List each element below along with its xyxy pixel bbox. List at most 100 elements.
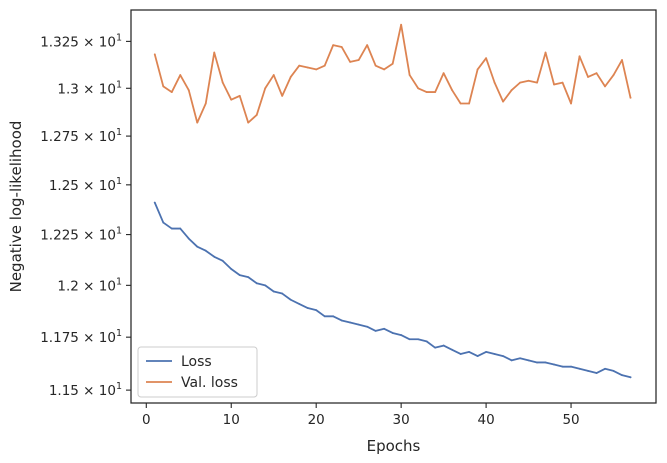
- data-point: [434, 346, 437, 349]
- data-point: [604, 85, 606, 88]
- y-tick-label: 1.275 × 101: [40, 127, 122, 145]
- data-point: [604, 367, 606, 370]
- data-point: [485, 57, 487, 60]
- data-point: [247, 276, 250, 279]
- x-tick-label: 20: [308, 412, 325, 428]
- x-tick-label: 40: [478, 412, 495, 428]
- x-tick-label: 0: [142, 412, 151, 428]
- data-point: [451, 348, 454, 351]
- data-point: [323, 315, 326, 318]
- data-point: [332, 44, 335, 47]
- legend: Loss Val. loss: [137, 346, 258, 398]
- data-point: [315, 68, 318, 71]
- data-point: [621, 374, 623, 377]
- data-point: [162, 85, 165, 88]
- data-point: [170, 91, 173, 93]
- data-point: [383, 68, 386, 71]
- data-point: [179, 227, 182, 230]
- data-point: [519, 357, 521, 360]
- data-point: [357, 323, 360, 326]
- data-point: [476, 68, 479, 71]
- data-point: [536, 81, 538, 84]
- data-point: [578, 367, 581, 370]
- data-point: [468, 102, 471, 105]
- data-point: [264, 284, 267, 287]
- data-point: [374, 330, 377, 332]
- data-point: [179, 74, 182, 76]
- data-point: [629, 376, 632, 379]
- data-point: [493, 353, 496, 355]
- data-point: [230, 98, 233, 101]
- data-point: [221, 259, 224, 262]
- data-point: [374, 64, 377, 67]
- data-point: [417, 338, 420, 341]
- data-point: [621, 59, 623, 61]
- data-point: [587, 370, 589, 372]
- data-point: [408, 338, 411, 341]
- data-point: [570, 365, 572, 368]
- data-point: [289, 76, 292, 78]
- data-point: [187, 237, 190, 240]
- data-point: [340, 319, 343, 322]
- data-point: [187, 89, 190, 92]
- data-point: [468, 350, 471, 353]
- data-point: [349, 61, 352, 63]
- data-point: [425, 91, 428, 93]
- data-point: [485, 350, 487, 353]
- data-point: [502, 355, 504, 357]
- data-point: [153, 201, 156, 204]
- data-point: [323, 64, 326, 67]
- data-point: [578, 55, 581, 58]
- data-point: [553, 83, 555, 86]
- data-point: [502, 100, 504, 103]
- legend-label: Loss: [181, 354, 212, 370]
- data-point: [238, 94, 241, 97]
- y-tick-label: 1.25 × 101: [49, 176, 122, 194]
- data-point: [595, 372, 598, 374]
- y-tick-label: 1.15 × 101: [49, 381, 122, 399]
- data-point: [340, 46, 343, 48]
- y-tick-label: 1.2 × 101: [57, 276, 122, 294]
- data-point: [298, 302, 301, 305]
- data-point: [383, 327, 386, 330]
- data-point: [281, 94, 284, 97]
- data-point: [315, 309, 318, 311]
- legend-frame: [137, 346, 258, 398]
- y-axis-label: Negative log-likelihood: [7, 121, 25, 293]
- data-point: [553, 363, 555, 366]
- x-axis-label: Epochs: [367, 437, 421, 455]
- data-point: [289, 298, 292, 301]
- data-point: [408, 74, 411, 76]
- data-point: [349, 321, 352, 324]
- data-point: [221, 81, 224, 84]
- data-point: [400, 334, 403, 336]
- y-tick-label: 1.3 × 101: [57, 79, 122, 97]
- data-point: [255, 114, 258, 116]
- data-point: [306, 66, 309, 69]
- legend-label: Val. loss: [181, 375, 238, 391]
- x-tick-label: 10: [223, 412, 240, 428]
- data-point: [264, 87, 267, 90]
- data-point: [204, 102, 207, 105]
- data-point: [238, 274, 241, 277]
- data-point: [587, 76, 589, 78]
- data-point: [281, 292, 284, 295]
- data-point: [510, 359, 513, 362]
- data-point: [544, 51, 547, 54]
- data-point: [255, 282, 258, 285]
- data-point: [170, 227, 173, 230]
- data-point: [434, 91, 437, 93]
- data-point: [391, 332, 394, 334]
- data-point: [561, 365, 564, 368]
- series-line: [153, 23, 632, 124]
- data-point: [196, 245, 199, 248]
- data-point: [459, 353, 462, 355]
- data-point: [519, 81, 521, 84]
- data-point: [417, 87, 420, 90]
- data-point: [629, 96, 632, 99]
- y-tick-label: 1.325 × 101: [40, 32, 122, 50]
- data-point: [561, 81, 564, 84]
- data-point: [459, 102, 462, 105]
- data-point: [425, 340, 428, 343]
- data-point: [527, 359, 530, 362]
